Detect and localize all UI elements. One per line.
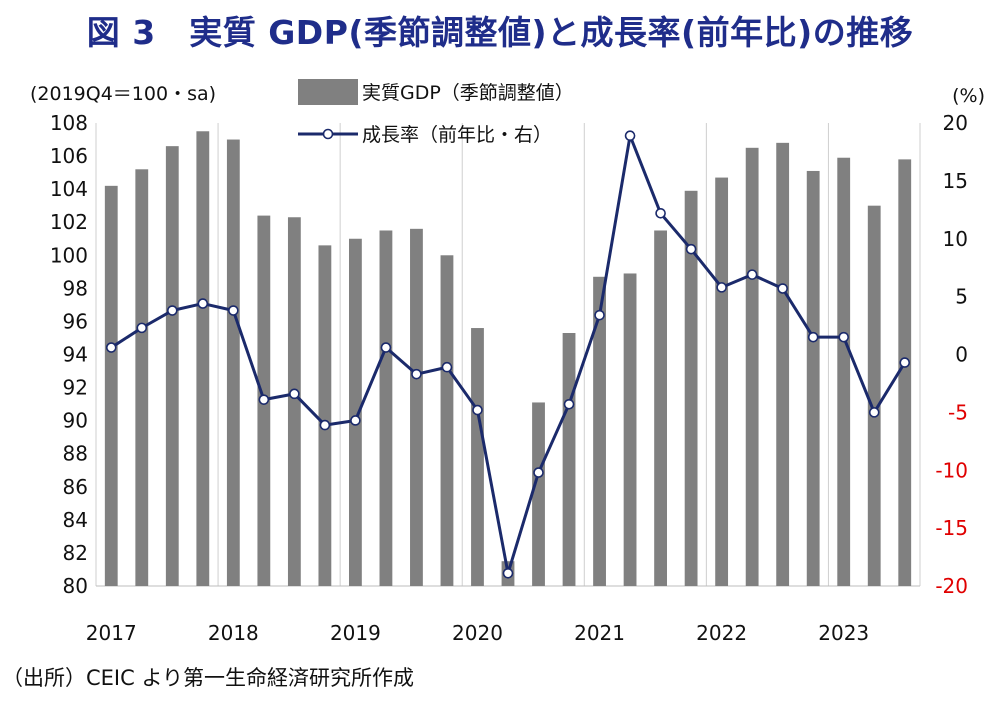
grid-layer	[95, 123, 921, 587]
gdp-bar	[837, 157, 851, 586]
right-axis-unit: (%)	[952, 85, 985, 107]
left-tick-label: 92	[63, 376, 88, 400]
growth-point	[380, 342, 392, 353]
right-tick-label: 0	[955, 343, 968, 367]
growth-point	[319, 419, 331, 431]
left-tick-label: 102	[50, 210, 88, 234]
left-tick-label: 108	[50, 111, 88, 135]
gdp-bar	[165, 146, 179, 586]
growth-point	[502, 567, 514, 579]
gdp-bar	[226, 139, 240, 587]
gdp-bar	[104, 185, 118, 587]
left-tick-label: 98	[63, 276, 88, 300]
growth-point	[411, 368, 422, 380]
growth-point	[441, 361, 453, 373]
gdp-bar	[745, 147, 759, 586]
right-tick-label: -10	[935, 458, 968, 482]
gdp-bar	[318, 245, 332, 586]
growth-point	[716, 282, 727, 293]
year-label: 2023	[818, 621, 869, 645]
gdp-bar	[440, 255, 454, 587]
gdp-bar	[898, 159, 912, 586]
gdp-bar	[348, 238, 362, 586]
gdp-bar	[532, 402, 545, 586]
axis-layer: 80828486889092949698100102104106108-20-1…	[30, 83, 985, 645]
gdp-bar	[379, 230, 393, 586]
growth-point	[289, 388, 300, 400]
growth-point	[868, 407, 880, 418]
left-tick-label: 100	[50, 243, 88, 267]
gdp-bar	[471, 328, 484, 586]
growth-point	[624, 130, 636, 142]
right-tick-label: 20	[943, 111, 968, 135]
bar-layer	[104, 131, 912, 587]
left-tick-label: 90	[63, 409, 88, 433]
gdp-bar	[593, 276, 606, 586]
growth-point	[838, 331, 850, 343]
growth-point	[777, 283, 788, 294]
growth-point	[166, 305, 178, 316]
year-label: 2021	[574, 621, 625, 645]
year-label: 2019	[330, 621, 381, 645]
right-tick-label: 5	[955, 285, 968, 309]
year-label: 2020	[452, 621, 503, 645]
year-label: 2018	[208, 621, 259, 645]
growth-point	[746, 269, 758, 280]
line-layer	[105, 130, 911, 579]
growth-point	[350, 415, 361, 426]
left-tick-label: 104	[50, 177, 88, 201]
growth-point	[533, 467, 544, 478]
year-label: 2022	[696, 621, 747, 645]
left-axis-unit: (2019Q4＝100・sa)	[30, 83, 216, 105]
gdp-bar	[806, 170, 820, 587]
right-tick-label: -15	[935, 516, 968, 540]
right-tick-label: -20	[935, 574, 968, 598]
legend-bar-swatch	[298, 79, 358, 105]
gdp-bar	[562, 333, 576, 586]
year-label: 2017	[86, 621, 137, 645]
legend-bar-label: 実質GDP（季節調整値）	[362, 82, 574, 104]
growth-point	[472, 404, 483, 416]
left-tick-label: 86	[63, 475, 88, 499]
left-tick-label: 82	[63, 541, 88, 565]
gdp-bar	[715, 177, 729, 586]
left-tick-label: 88	[63, 442, 88, 466]
gdp-bar	[410, 228, 423, 587]
growth-point	[228, 305, 239, 316]
gdp-bar	[135, 169, 149, 587]
gdp-bar	[654, 230, 668, 586]
growth-point	[899, 357, 911, 368]
growth-point	[655, 207, 666, 219]
gdp-bar	[196, 131, 210, 586]
growth-point	[136, 322, 148, 334]
legend-line-marker	[322, 128, 334, 140]
growth-point	[685, 243, 697, 255]
left-tick-label: 96	[63, 309, 88, 333]
legend-layer: 実質GDP（季節調整値） 成長率（前年比・右）	[298, 79, 574, 146]
gdp-bar	[623, 273, 637, 586]
gdp-bar	[684, 190, 698, 586]
growth-point	[807, 331, 819, 343]
chart-title: 図 3 実質 GDP(季節調整値)と成長率(前年比)の推移	[86, 13, 914, 52]
growth-point	[563, 398, 575, 410]
left-tick-label: 80	[63, 574, 88, 598]
left-tick-label: 106	[50, 144, 88, 168]
growth-point	[594, 309, 605, 321]
right-tick-label: 15	[943, 169, 968, 193]
right-tick-label: 10	[943, 227, 968, 251]
gdp-bar	[287, 217, 301, 586]
growth-point	[105, 342, 117, 353]
left-tick-label: 94	[63, 343, 88, 367]
left-tick-label: 84	[63, 508, 88, 532]
growth-point	[258, 394, 270, 405]
source-note: （出所）CEIC より第一生命経済研究所作成	[2, 666, 415, 690]
gdp-bar	[867, 205, 881, 586]
legend-line-label: 成長率（前年比・右）	[362, 124, 552, 146]
growth-point	[197, 298, 209, 309]
gdp-bar	[776, 142, 790, 587]
right-tick-label: -5	[948, 400, 968, 424]
